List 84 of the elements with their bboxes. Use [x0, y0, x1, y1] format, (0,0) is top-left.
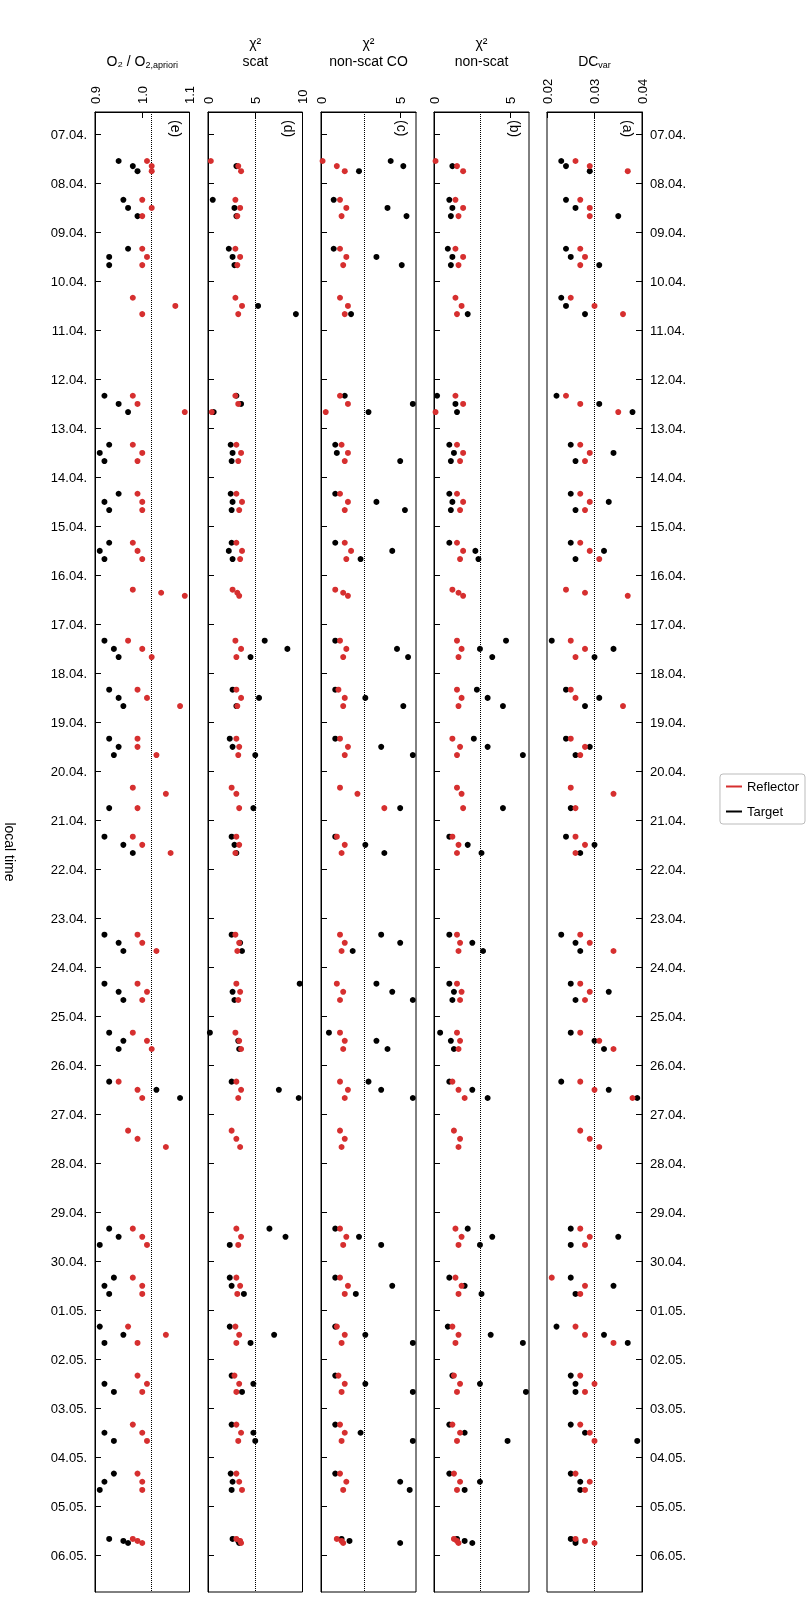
x-tick-label: 0.02: [539, 78, 555, 104]
x-tick-label: 0.04: [634, 78, 650, 104]
y-axis-title: local time: [2, 822, 18, 882]
y-tick-label: 20.04.: [50, 763, 87, 779]
y-tick-label: 10.04.: [650, 273, 687, 289]
y-tick-label: 06.05.: [650, 1547, 687, 1563]
y-tick-label: 24.04.: [650, 959, 687, 975]
x-tick-label: 1.0: [134, 85, 150, 104]
y-tick-label: 04.05.: [50, 1449, 87, 1465]
y-tick-label: 22.04.: [50, 861, 87, 877]
y-tick-label: 16.04.: [50, 567, 87, 583]
x-tick-label: 10: [295, 89, 310, 104]
y-tick-label: 18.04.: [650, 665, 687, 681]
y-tick-label: 04.05.: [650, 1449, 687, 1465]
y-tick-label: 03.05.: [50, 1400, 87, 1416]
y-tick-label: 26.04.: [650, 1057, 687, 1073]
y-tick-label: 19.04.: [650, 714, 687, 730]
y-tick-label: 12.04.: [50, 371, 87, 387]
y-tick-label: 03.05.: [650, 1400, 687, 1416]
x-tick-label: 1.1: [182, 85, 197, 104]
y-tick-label: 27.04.: [50, 1106, 87, 1122]
y-tick-label: 07.04.: [650, 126, 687, 142]
y-tick-label: 08.04.: [50, 175, 87, 191]
y-tick-label: 17.04.: [50, 616, 87, 632]
y-tick-label: 14.04.: [50, 469, 87, 485]
y-tick-label: 30.04.: [50, 1253, 87, 1269]
y-tick-label: 19.04.: [50, 714, 87, 730]
annotation: (c): [394, 120, 410, 137]
x-tick-label: 0.9: [87, 85, 103, 104]
y-tick-label: 09.04.: [650, 224, 687, 240]
y-tick-label: 13.04.: [650, 420, 687, 436]
y-tick-label: 06.05.: [50, 1547, 87, 1563]
y-tick-label: 02.05.: [50, 1351, 87, 1367]
x-tick-label: 0.03: [587, 78, 602, 104]
y-tick-label: 13.04.: [50, 420, 87, 436]
x-tick-label: 5: [503, 96, 519, 104]
y-tick-label: 01.05.: [650, 1302, 687, 1318]
x-tick-label: 5: [247, 96, 263, 104]
y-tick-label: 11.04.: [51, 322, 87, 338]
y-tick-label: 23.04.: [50, 910, 87, 926]
y-tick-label: 05.05.: [50, 1498, 87, 1514]
annotation: (a): [620, 120, 636, 138]
y-tick-label: 30.04.: [650, 1253, 687, 1269]
y-tick-label: 27.04.: [650, 1106, 687, 1122]
x-tick-label: 0: [426, 96, 442, 104]
y-tick-label: 21.04.: [650, 812, 687, 828]
y-tick-label: 17.04.: [650, 616, 687, 632]
y-tick-label: 29.04.: [50, 1204, 87, 1220]
x-tick-label: 0: [313, 96, 329, 104]
y-tick-label: 16.04.: [650, 567, 687, 583]
y-tick-label: 25.04.: [650, 1008, 687, 1024]
x-tick-label: 0: [200, 96, 216, 104]
y-tick-label: 08.04.: [650, 175, 687, 191]
y-tick-label: 21.04.: [50, 812, 87, 828]
y-tick-label: 23.04.: [650, 910, 687, 926]
y-tick-label: 15.04.: [50, 518, 87, 534]
y-tick-label: 09.04.: [50, 224, 87, 240]
annotation: (d): [281, 120, 297, 138]
x-tick-label: 5: [392, 96, 408, 104]
legend-label: Reflector: [746, 779, 800, 794]
y-tick-label: 20.04.: [650, 763, 687, 779]
y-tick-label: 24.04.: [50, 959, 87, 975]
x-axis-title: χ² non-scat: [454, 35, 509, 69]
annotation: (e): [168, 120, 184, 138]
y-tick-label: 29.04.: [650, 1204, 687, 1220]
y-tick-label: 02.05.: [650, 1351, 687, 1367]
y-tick-label: 18.04.: [50, 665, 87, 681]
y-tick-label: 10.04.: [50, 273, 87, 289]
y-tick-label: 05.05.: [650, 1498, 687, 1514]
y-tick-label: 22.04.: [650, 861, 687, 877]
annotation: (b): [507, 120, 523, 138]
y-tick-label: 26.04.: [50, 1057, 87, 1073]
y-tick-label: 28.04.: [650, 1155, 687, 1171]
y-tick-label: 25.04.: [50, 1008, 87, 1024]
x-axis-title: χ² non-scat CO: [329, 35, 408, 69]
y-tick-label: 14.04.: [650, 469, 687, 485]
y-tick-label: 12.04.: [650, 371, 687, 387]
y-tick-label: 01.05.: [50, 1302, 87, 1318]
legend-label: Target: [746, 804, 784, 819]
y-tick-label: 28.04.: [50, 1155, 87, 1171]
y-tick-label: 15.04.: [650, 518, 687, 534]
y-tick-label: 11.04.: [650, 322, 686, 338]
x-axis-title: χ² scat: [242, 35, 269, 69]
y-tick-label: 07.04.: [50, 126, 87, 142]
